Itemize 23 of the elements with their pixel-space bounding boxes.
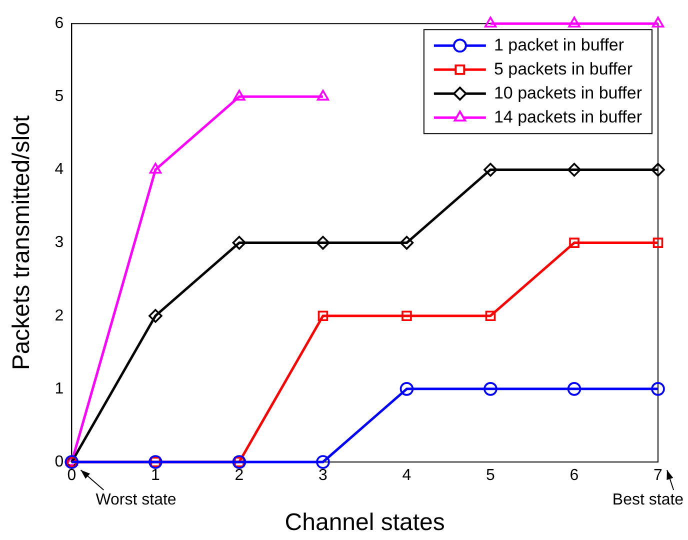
x-tick-label: 3 (318, 467, 328, 484)
x-tick-label: 6 (570, 467, 579, 484)
legend-label: 1 packet in buffer (494, 35, 624, 54)
x-tick-label: 4 (402, 467, 412, 484)
y-tick-label: 6 (54, 15, 64, 32)
text: Best state (612, 491, 684, 508)
y-tick-label: 3 (54, 234, 64, 252)
y-tick-label: 4 (54, 161, 64, 178)
y-tick-label: 1 (54, 380, 64, 398)
x-tick-label: 2 (234, 467, 244, 484)
x-tick-label: 7 (654, 467, 663, 484)
legend-label: 10 packets in buffer (494, 83, 642, 102)
x-axis-title: Channel states (284, 509, 445, 536)
x-tick-label: 5 (486, 467, 496, 484)
x-tick-label: 1 (151, 467, 160, 484)
y-tick-label: 0 (54, 453, 64, 470)
y-tick-label: 5 (54, 88, 64, 106)
y-tick-label: 2 (54, 307, 64, 324)
text: Worst state (96, 491, 176, 508)
y-axis-title: Packets transmitted/slot (8, 115, 36, 370)
x-tick-label: 0 (67, 467, 76, 484)
legend-label: 14 packets in buffer (494, 107, 642, 126)
legend-label: 5 packets in buffer (494, 59, 633, 78)
